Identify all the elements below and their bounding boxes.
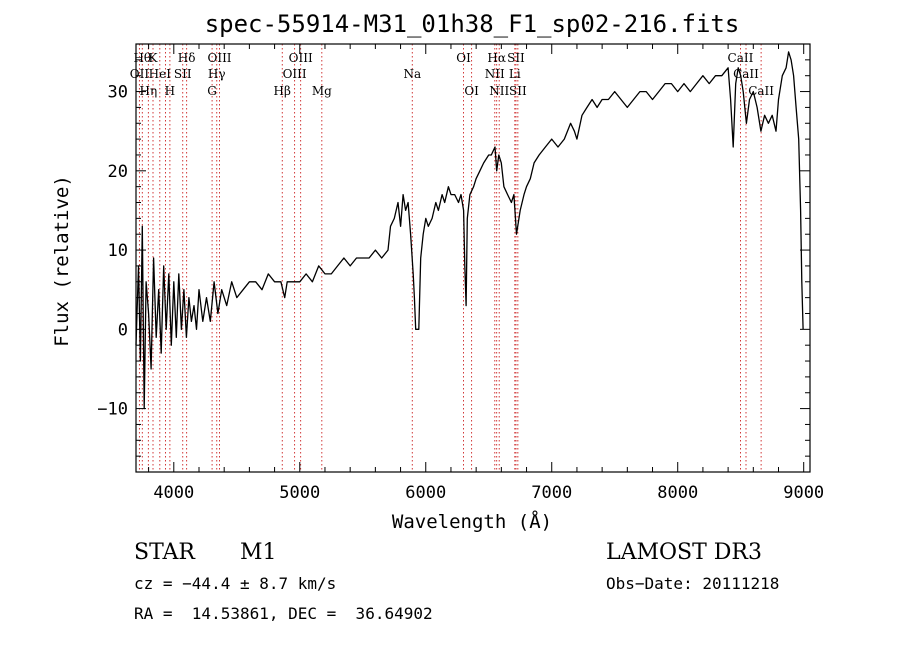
y-tick-label: −10 <box>97 400 128 420</box>
line-label-4: HeI <box>149 67 172 81</box>
chart-title: spec-55914-M31_01h38_F1_sp02-216.fits <box>205 10 740 38</box>
plot-frame <box>135 43 811 473</box>
coordinates: RA = 14.53861, DEC = 36.64902 <box>134 604 433 623</box>
line-label-18: OI <box>464 84 479 98</box>
x-tick-label: 6000 <box>405 483 446 503</box>
axis-ticks: 4000 5000 6000 7000 8000 9000 −10 0 10 20 30 <box>97 43 824 503</box>
x-tick-label: 5000 <box>279 483 320 503</box>
spectral-line-markers <box>138 44 762 472</box>
line-label-10: Hγ <box>208 67 226 81</box>
object-subclass: M1 <box>240 540 277 565</box>
line-label-7: SII <box>174 67 192 81</box>
line-label-2: Hη <box>140 84 158 98</box>
line-label-12: Hβ <box>274 84 291 98</box>
spectral-line-labels: Hθ OII Hη K HeI H SII Hδ G Hγ OIII Hβ OIII OIII Mg Na OI… <box>130 51 775 98</box>
line-label-11: OIII <box>207 51 231 65</box>
redshift-velocity: cz = −44.4 ± 8.7 km/s <box>134 574 337 593</box>
observation-date: Obs−Date: 20111218 <box>606 574 780 593</box>
survey-name: LAMOST DR3 <box>606 540 762 565</box>
line-label-21: NII <box>489 84 509 98</box>
x-tick-label: 4000 <box>153 483 194 503</box>
x-tick-label: 7000 <box>531 483 572 503</box>
spectrum-series-line <box>135 51 804 410</box>
line-label-16: Na <box>403 67 421 81</box>
line-label-19: NII <box>485 67 505 81</box>
line-label-15: Mg <box>312 84 332 98</box>
line-label-6: H <box>165 84 175 98</box>
y-axis-label: Flux (relative) <box>51 175 73 347</box>
y-tick-label: 30 <box>108 83 128 103</box>
line-label-3: K <box>149 51 159 65</box>
line-label-23: SII <box>507 51 525 65</box>
line-label-24: SII <box>509 84 527 98</box>
x-tick-label: 8000 <box>657 483 698 503</box>
line-label-14: OIII <box>289 51 313 65</box>
line-label-27: CaII <box>748 84 774 98</box>
line-label-13: OIII <box>283 67 307 81</box>
line-label-8: Hδ <box>178 51 196 65</box>
x-tick-label: 9000 <box>783 483 824 503</box>
line-label-22: Li <box>509 67 521 81</box>
line-label-17: OI <box>456 51 471 65</box>
y-tick-label: 20 <box>108 162 128 182</box>
x-axis-label: Wavelength (Å) <box>392 510 552 533</box>
line-label-0: Hθ <box>133 51 151 65</box>
y-tick-label: 0 <box>118 320 128 340</box>
line-label-1: OII <box>130 67 150 81</box>
line-label-20: Hα <box>487 51 506 65</box>
object-type: STAR <box>134 540 195 565</box>
y-tick-label: 10 <box>108 241 128 261</box>
line-label-25: CaII <box>728 51 754 65</box>
line-label-9: G <box>207 84 217 98</box>
